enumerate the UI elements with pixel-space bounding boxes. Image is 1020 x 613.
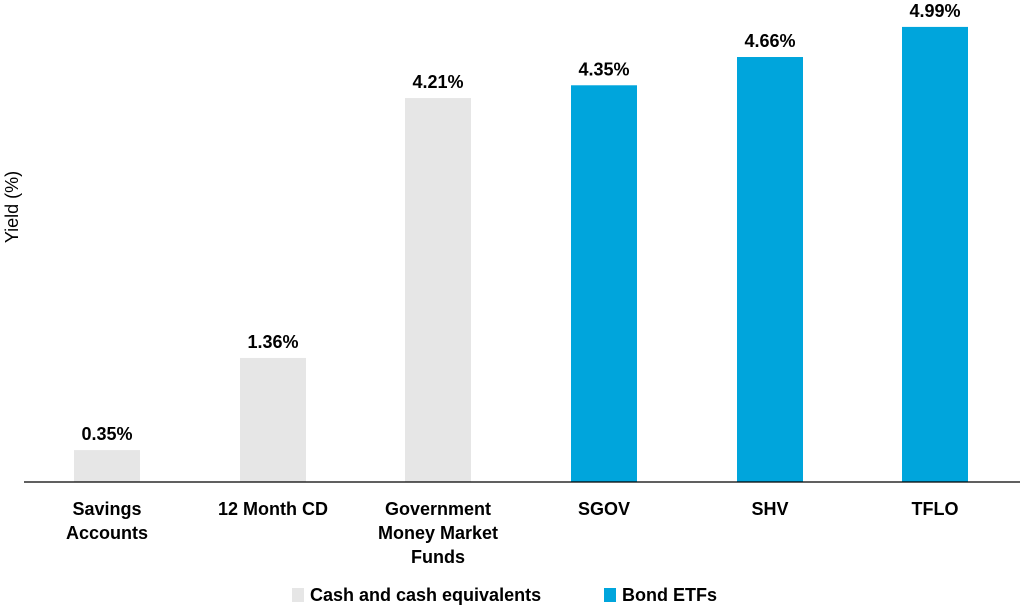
category-label: TFLO (912, 499, 959, 519)
y-axis-title: Yield (%) (2, 171, 22, 243)
legend-label: Cash and cash equivalents (310, 585, 541, 605)
category-label: SHV (751, 499, 788, 519)
category-label: SGOV (578, 499, 630, 519)
bar-value-label: 4.99% (909, 1, 960, 21)
category-label: 12 Month CD (218, 499, 328, 519)
category-label-line: Government (385, 499, 491, 519)
legend: Cash and cash equivalents Bond ETFs (292, 585, 717, 605)
bar (240, 357, 306, 482)
category-label-line: 12 Month CD (218, 499, 328, 519)
category-labels-layer: Savings Accounts 12 Month CD Government Mone… (66, 499, 959, 567)
bar-value-label: 4.35% (578, 59, 629, 79)
category-label-line: Funds (411, 547, 465, 567)
bar-value-label: 1.36% (247, 332, 298, 352)
value-labels-layer: 0.35% 1.36% 4.21% 4.35% 4.66% 4.99% (81, 1, 960, 444)
legend-swatch (604, 588, 616, 602)
category-label-line: SGOV (578, 499, 630, 519)
bar (902, 26, 968, 483)
category-label-line: Money Market (378, 523, 498, 543)
bar (571, 85, 637, 482)
bars-layer (74, 26, 968, 483)
bar-value-label: 0.35% (81, 424, 132, 444)
bar-value-label: 4.66% (744, 31, 795, 51)
bar (74, 450, 140, 482)
legend-swatch (292, 588, 304, 602)
legend-label: Bond ETFs (622, 585, 717, 605)
bar-value-label: 4.21% (412, 72, 463, 92)
category-label: Government Money Market Funds (378, 499, 498, 567)
category-label: Savings Accounts (66, 499, 148, 543)
category-label-line: Savings (72, 499, 141, 519)
category-label-line: Accounts (66, 523, 148, 543)
bar (737, 57, 803, 483)
category-label-line: SHV (751, 499, 788, 519)
bar (405, 98, 471, 482)
category-label-line: TFLO (912, 499, 959, 519)
